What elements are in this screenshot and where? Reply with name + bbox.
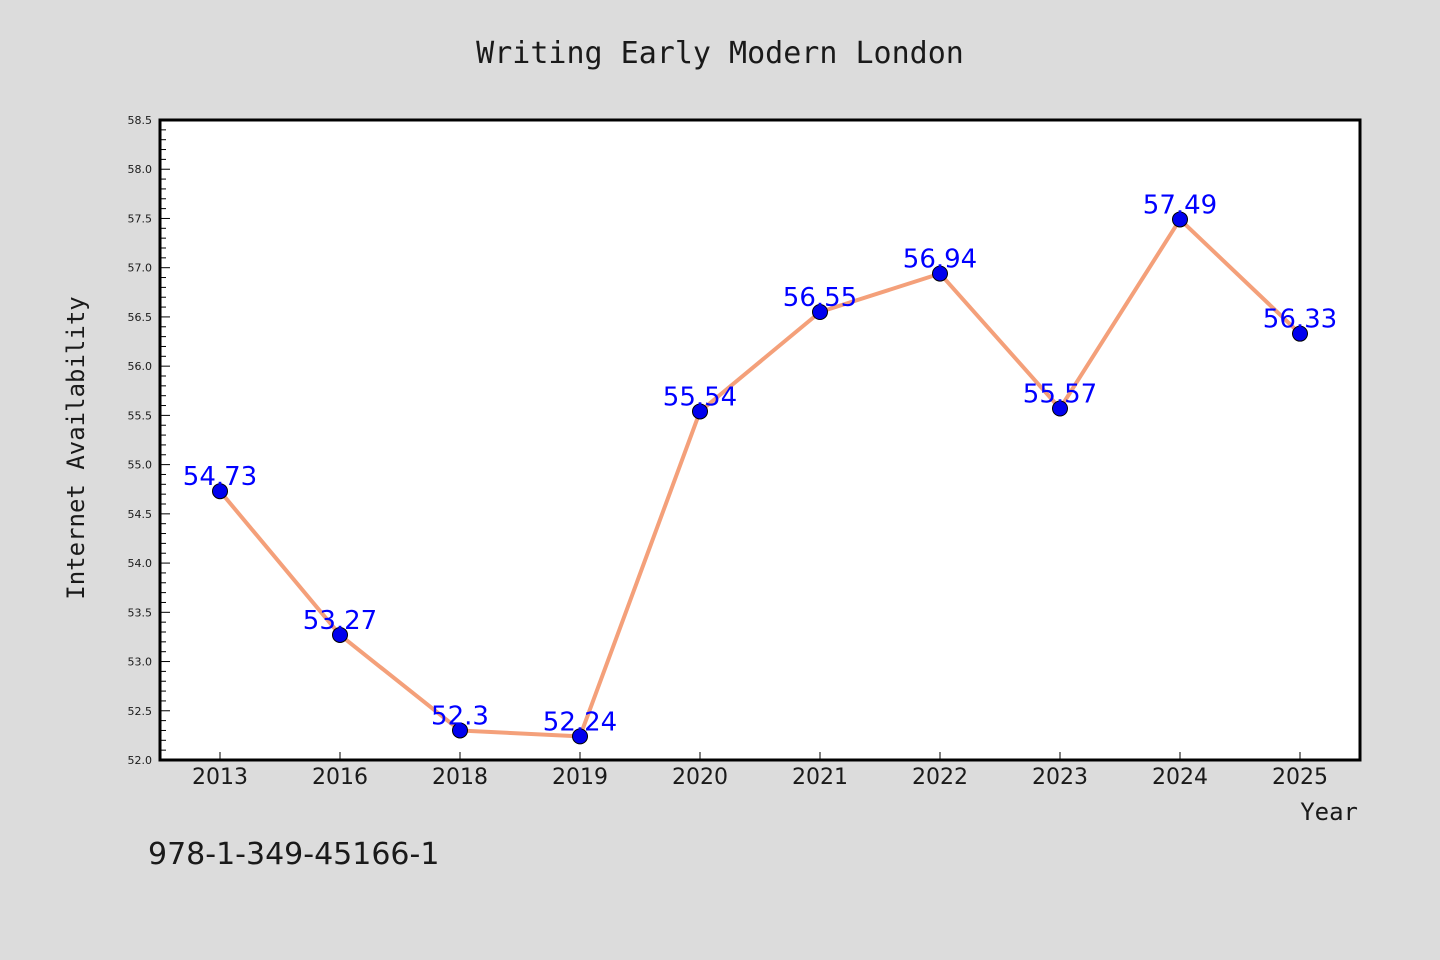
data-label: 52.3 (431, 701, 489, 731)
data-point-marker (1172, 211, 1188, 228)
x-tick-label: 2018 (432, 765, 488, 790)
data-label: 54.73 (183, 462, 257, 492)
data-label: 56.94 (903, 245, 977, 275)
data-label-layer: 54.73 53.27 52.3 52.24 55.54 56.55 56.94 55.57 5… (183, 190, 1337, 737)
y-axis-label: Internet Availability (62, 296, 90, 599)
data-point-marker (812, 304, 828, 320)
y-tick-label: 57.5 (128, 212, 153, 225)
y-tick-label: 53.5 (128, 606, 153, 619)
y-tick-label: 58.0 (128, 163, 153, 176)
series-line (218, 217, 1302, 739)
x-tick-label: 2024 (1152, 765, 1208, 790)
data-point-marker (692, 403, 708, 420)
y-tick-label: 56.0 (128, 360, 153, 373)
chart-title: Writing Early Modern London (476, 36, 964, 71)
series-layer (212, 211, 1308, 745)
data-label: 55.57 (1023, 379, 1097, 409)
x-tick-label: 2021 (792, 765, 848, 790)
data-label: 56.55 (783, 283, 857, 313)
data-point-marker (212, 483, 228, 500)
data-point-marker (572, 728, 588, 745)
x-axis: 2013 2016 2018 2019 2020 2021 2022 2023 2024 2025 (192, 752, 1328, 790)
x-tick-label: 2013 (192, 765, 248, 790)
y-tick-label: 57.0 (128, 262, 153, 275)
data-point-marker (332, 626, 348, 643)
y-tick-label: 53.0 (128, 656, 153, 669)
y-tick-label: 55.0 (128, 459, 153, 472)
y-tick-label: 52.5 (128, 705, 153, 718)
x-tick-label: 2023 (1032, 765, 1088, 790)
x-tick-label: 2019 (552, 765, 608, 790)
x-axis-label: Year (1300, 798, 1358, 826)
y-tick-label: 55.5 (128, 409, 153, 422)
isbn-text: 978-1-349-45166-1 (148, 837, 439, 872)
data-label: 56.33 (1263, 305, 1337, 335)
x-tick-label: 2016 (312, 765, 368, 790)
data-point-marker (932, 265, 948, 282)
x-tick-label: 2020 (672, 765, 728, 790)
data-label: 53.27 (303, 606, 377, 636)
data-label: 55.54 (663, 382, 737, 412)
data-label: 57.49 (1143, 190, 1217, 220)
y-tick-label: 54.0 (128, 557, 153, 570)
y-tick-label: 52.0 (128, 754, 153, 767)
x-tick-label: 2022 (912, 765, 968, 790)
data-label: 52.24 (543, 707, 617, 737)
y-tick-label: 58.5 (128, 114, 153, 127)
y-tick-label: 56.5 (128, 311, 153, 324)
data-point-marker (1052, 400, 1068, 417)
y-axis: 52.0 52.5 53.0 53.5 54.0 54.5 55.0 55.5 56.0 56.5… (128, 114, 170, 767)
data-point-marker (1292, 325, 1308, 342)
y-tick-label: 54.5 (128, 508, 153, 521)
x-tick-label: 2025 (1272, 765, 1328, 790)
data-point-marker (452, 722, 468, 739)
